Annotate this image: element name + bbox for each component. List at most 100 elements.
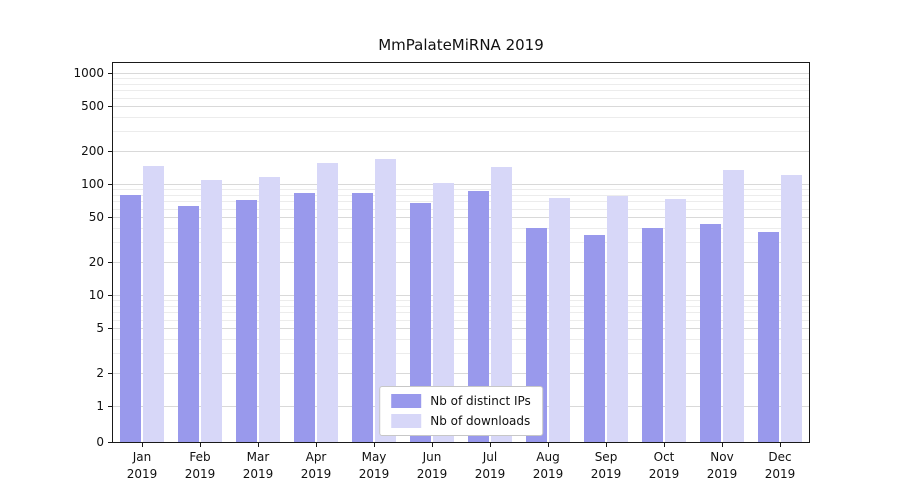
minor-gridline [113, 353, 809, 355]
x-tick-month: Apr [305, 450, 327, 464]
major-gridline [113, 295, 809, 296]
minor-gridline [113, 228, 809, 230]
minor-gridline [113, 300, 809, 302]
x-tick-mark [490, 443, 491, 447]
major-gridline [113, 217, 809, 219]
x-tick-month: Jul [482, 450, 498, 464]
y-tick-mark [108, 442, 112, 443]
y-tick-mark [108, 150, 112, 152]
minor-gridline [113, 194, 809, 196]
x-tick-year: 2019 [184, 467, 216, 481]
bar-nb-of-downloads-dec [781, 175, 802, 442]
x-tick-month: Jun [422, 450, 442, 464]
major-gridline [113, 328, 809, 330]
y-tick-mark [108, 372, 112, 374]
x-tick-mark [606, 443, 607, 447]
bar-nb-of-downloads-jan [143, 166, 164, 442]
y-tick-label: 100 [81, 177, 104, 191]
bar-nb-of-downloads-apr [317, 162, 338, 442]
legend-item-downloads: Nb of downloads [391, 414, 531, 428]
x-tick-mark [374, 443, 375, 447]
minor-gridline [113, 117, 809, 119]
bar-nb-of-distinct-ips-nov [700, 223, 721, 442]
bar-nb-of-distinct-ips-dec [758, 231, 779, 442]
minor-gridline [113, 189, 809, 191]
x-tick-year: 2019 [648, 467, 680, 481]
x-tick-mark [258, 443, 259, 447]
minor-gridline [113, 242, 809, 244]
plot-area: Nb of distinct IPs Nb of downloads [112, 62, 810, 443]
x-tick-label: Feb 2019 [170, 449, 230, 483]
minor-gridline [113, 339, 809, 341]
bar-nb-of-distinct-ips-feb [178, 206, 199, 442]
x-tick-label: Jan 2019 [112, 449, 172, 483]
x-tick-month: Nov [710, 450, 734, 464]
x-tick-year: 2019 [300, 467, 332, 481]
y-tick-label: 20 [88, 254, 104, 269]
x-tick-mark [316, 443, 317, 447]
y-tick-mark [108, 406, 112, 407]
y-tick-label: 2 [96, 365, 104, 380]
minor-gridline [113, 201, 809, 203]
x-tick-mark [780, 443, 781, 447]
bar-nb-of-distinct-ips-apr [294, 192, 315, 442]
x-tick-month: May [361, 450, 387, 464]
chart-title: MmPalateMiRNA 2019 [378, 36, 544, 54]
major-gridline [113, 372, 809, 374]
minor-gridline [113, 90, 809, 92]
x-tick-label: Apr 2019 [286, 449, 346, 483]
y-tick-mark [108, 217, 112, 219]
bar-nb-of-distinct-ips-sep [584, 234, 605, 442]
x-tick-month: Feb [189, 450, 211, 464]
x-tick-mark [142, 443, 143, 447]
y-tick-label: 5 [96, 321, 104, 336]
x-tick-label: Sep 2019 [576, 449, 636, 483]
bar-nb-of-downloads-nov [723, 170, 744, 442]
x-tick-month: Jan [132, 450, 152, 464]
x-tick-year: 2019 [358, 467, 390, 481]
x-tick-label: Oct 2019 [634, 449, 694, 483]
y-tick-mark [108, 261, 112, 263]
x-tick-year: 2019 [242, 467, 274, 481]
x-tick-label: Jun 2019 [402, 449, 462, 483]
bar-nb-of-distinct-ips-may [352, 192, 373, 442]
minor-gridline [113, 131, 809, 133]
bar-nb-of-downloads-may [375, 158, 396, 442]
x-tick-mark [200, 443, 201, 447]
major-gridline [113, 73, 809, 74]
bar-nb-of-downloads-jun [433, 182, 454, 442]
minor-gridline [113, 78, 809, 80]
x-tick-year: 2019 [532, 467, 564, 481]
y-tick-label: 10 [88, 288, 104, 302]
x-tick-label: May 2019 [344, 449, 404, 483]
x-tick-mark [432, 443, 433, 447]
y-tick-label: 50 [88, 210, 104, 225]
minor-gridline [113, 312, 809, 314]
x-tick-month: Mar [246, 450, 270, 464]
bar-nb-of-downloads-oct [665, 199, 686, 442]
legend-item-distinct-ips: Nb of distinct IPs [391, 394, 531, 408]
major-gridline [113, 184, 809, 185]
legend-swatch-distinct-ips [391, 394, 422, 408]
x-tick-month: Oct [653, 450, 675, 464]
y-tick-label: 1000 [73, 66, 104, 80]
y-tick-label: 200 [81, 143, 104, 158]
bar-nb-of-downloads-sep [607, 195, 628, 442]
y-tick-mark [108, 295, 112, 296]
x-tick-month: Aug [536, 450, 560, 464]
x-tick-year: 2019 [590, 467, 622, 481]
x-tick-mark [664, 443, 665, 447]
minor-gridline [113, 208, 809, 210]
bar-nb-of-distinct-ips-jul [468, 190, 489, 442]
x-tick-label: Jul 2019 [460, 449, 520, 483]
minor-gridline [113, 319, 809, 321]
x-tick-label: Aug 2019 [518, 449, 578, 483]
bar-nb-of-distinct-ips-jan [120, 194, 141, 442]
bar-nb-of-downloads-aug [549, 197, 570, 442]
major-gridline [113, 261, 809, 263]
y-tick-mark [108, 328, 112, 330]
plot-canvas: Nb of distinct IPs Nb of downloads [113, 63, 809, 442]
bar-nb-of-distinct-ips-jun [410, 202, 431, 442]
y-tick-mark [108, 184, 112, 185]
